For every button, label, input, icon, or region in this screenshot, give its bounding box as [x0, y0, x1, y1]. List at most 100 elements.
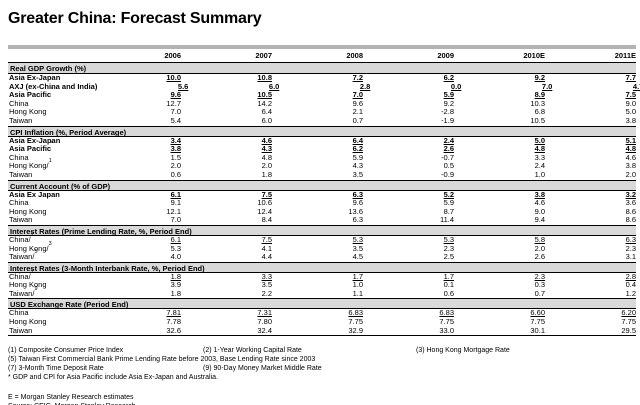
table-cell: 4.5 — [352, 252, 363, 262]
table-cell: 5.1 — [625, 135, 636, 145]
table-cell: 7.78 — [166, 317, 181, 327]
table-cell: 3.3 — [534, 152, 545, 162]
row-label: China — [9, 308, 29, 318]
table-cell: 8.6 — [625, 215, 636, 225]
table-cell: 9.6 — [352, 98, 363, 108]
table-cell: 1.7 — [443, 271, 454, 281]
table-cell: 6.0 — [261, 115, 272, 125]
table-cell: 2.0 — [261, 161, 272, 171]
table-cell: 1.8 — [261, 169, 272, 179]
table-cell: 3.8 — [625, 161, 636, 171]
table-cell: 5.0 — [534, 135, 545, 145]
row-label: Asia Ex-Japan — [9, 135, 61, 145]
table-cell: 2.3 — [443, 243, 454, 253]
table-cell: 0.1 — [443, 280, 454, 290]
row-label: Hong Kong — [9, 206, 47, 216]
row-label: Hong Kong/1 — [9, 158, 52, 171]
table-cell: 3.1 — [625, 252, 636, 262]
table-cell: 13.6 — [348, 206, 363, 216]
table-cell: 1.2 — [625, 288, 636, 298]
table-cell: 1.0 — [534, 169, 545, 179]
table-cell: 0.6 — [170, 169, 181, 179]
table-cell: 4.3 — [352, 161, 363, 171]
row-label: Taiwan — [9, 215, 33, 225]
table-cell: 5.3 — [352, 234, 363, 244]
footnote: (3) Hong Kong Mortgage Rate — [416, 347, 510, 355]
row-label: China/2 — [9, 231, 34, 244]
year-header: 2006 — [164, 51, 181, 60]
table-cell: 4.8 — [534, 144, 545, 154]
table-cell: 9.6 — [352, 198, 363, 208]
row-label: Hong Kong — [9, 280, 47, 290]
table-section: CPI Inflation (%, Period Average) Asia E… — [8, 125, 636, 180]
table-row: Taiwan 5.4 6.0 0.7 -1.9 10.5 3.8 — [8, 115, 636, 126]
row-label: Asia Ex Japan — [9, 189, 60, 199]
row-label: China — [9, 152, 29, 162]
table-body: Real GDP Growth (%) Asia Ex-Japan 10.0 10… — [8, 63, 640, 335]
footnote-ref: * — [51, 141, 54, 148]
table-cell: 4.8 — [625, 144, 636, 154]
table-section: Real GDP Growth (%) Asia Ex-Japan 10.0 10… — [8, 63, 640, 126]
table-cell: 2.3 — [534, 271, 545, 281]
table-cell: 5.9 — [443, 198, 454, 208]
table-row: Asia Ex-Japan 10.0 10.8 7.2 6.2 9.2 7.7 — [8, 73, 636, 83]
table-cell: 7.0 — [541, 81, 553, 91]
row-label: Taiwan — [9, 325, 33, 335]
table-cell: 10.6 — [257, 198, 272, 208]
table-cell: 4.7 — [632, 81, 640, 91]
footnote-ref: 1 — [48, 158, 52, 165]
table-cell: 5.0 — [625, 107, 636, 117]
table-cell: 6.83 — [348, 308, 363, 318]
table-cell: 2.0 — [170, 161, 181, 171]
table-cell: 8.4 — [261, 215, 272, 225]
table-cell: 9.1 — [170, 198, 181, 208]
table-row: Hong Kong 3.9 3.5 1.0 0.1 0.3 0.4 — [8, 281, 636, 290]
table-section: USD Exchange Rate (Period End) China 7.8… — [8, 298, 636, 335]
row-label: Taiwan/5 — [9, 249, 38, 262]
table-cell: 1.8 — [170, 271, 181, 281]
table-cell: 6.1 — [170, 189, 181, 199]
table-cell: 3.9 — [170, 280, 181, 290]
table-cell: 6.8 — [534, 107, 545, 117]
table-row: China/7 1.8 3.3 1.7 1.7 2.3 2.8 — [8, 269, 636, 282]
row-label: AXJ (ex-China and India) — [9, 81, 98, 91]
table-cell: 6.1 — [170, 234, 181, 244]
section-header: Real GDP Growth (%) — [8, 63, 636, 74]
table-cell: 8.9 — [534, 90, 545, 100]
table-cell: 9.2 — [443, 98, 454, 108]
section-header: Current Account (% of GDP) — [8, 179, 636, 191]
table-row: Hong Kong/1 2.0 2.0 4.3 0.5 2.4 3.8 — [8, 158, 636, 171]
table-cell: 5.8 — [534, 234, 545, 244]
table-row: Hong Kong 7.0 6.4 2.1 -2.8 6.8 5.0 — [8, 108, 636, 117]
table-cell: 7.0 — [170, 107, 181, 117]
table-cell: 32.4 — [257, 325, 272, 335]
table-cell: 9.4 — [534, 215, 545, 225]
table-cell: 3.8 — [534, 189, 545, 199]
table-cell: 3.3 — [261, 271, 272, 281]
table-cell: 7.75 — [439, 317, 454, 327]
row-label: China — [9, 198, 29, 208]
row-label: Asia Ex-Japan — [9, 73, 61, 82]
table-cell: 10.5 — [257, 90, 272, 100]
table-cell: 3.8 — [625, 115, 636, 125]
year-header: 2008 — [346, 51, 363, 60]
table-cell: 0.4 — [625, 280, 636, 290]
footnote-asterisk: * GDP and CPI for Asia Pacific include A… — [8, 374, 218, 382]
footnote-row: (1) Composite Consumer Price Index (2) 1… — [8, 346, 636, 355]
table-row: Taiwan/5 4.0 4.4 4.5 2.5 2.6 3.1 — [8, 249, 636, 262]
year-header-row: 2006 2007 2008 2009 2010E 2011E — [8, 51, 636, 63]
table-cell: 9.0 — [534, 206, 545, 216]
table-cell: -0.9 — [441, 169, 454, 179]
footnote: (2) 1-Year Working Capital Rate — [203, 347, 302, 355]
table-cell: 6.2 — [443, 73, 454, 82]
table-cell: 7.81 — [166, 308, 181, 318]
table-cell: 3.8 — [170, 144, 181, 154]
table-cell: 2.0 — [625, 169, 636, 179]
table-cell: 4.1 — [261, 243, 272, 253]
table-cell: 7.75 — [530, 317, 545, 327]
table-cell: 2.4 — [534, 161, 545, 171]
table-cell: -1.9 — [441, 115, 454, 125]
table-cell: 7.31 — [257, 308, 272, 318]
table-row: China 7.81 7.31 6.83 6.83 6.60 6.20 — [8, 309, 636, 318]
